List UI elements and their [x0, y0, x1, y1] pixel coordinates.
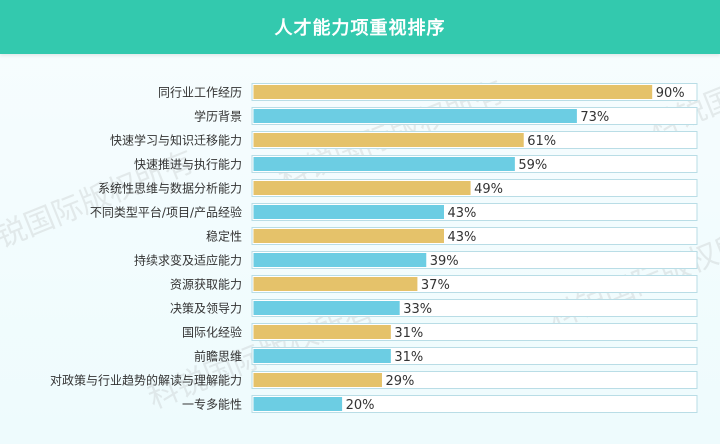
- bar-track: [251, 395, 698, 413]
- value-label: 39%: [430, 254, 459, 269]
- value-label: 20%: [346, 398, 375, 413]
- category-label: 决策及领导力: [170, 302, 242, 316]
- bar: [253, 157, 515, 171]
- bar: [253, 181, 471, 195]
- bar: [253, 253, 427, 267]
- bar: [253, 325, 391, 339]
- value-label: 31%: [394, 350, 423, 365]
- value-label: 31%: [394, 326, 423, 341]
- value-label: 37%: [421, 278, 450, 293]
- bar: [253, 133, 524, 147]
- value-label: 59%: [518, 158, 547, 173]
- chart-title: 人才能力项重视排序: [274, 18, 446, 39]
- bar: [253, 277, 418, 291]
- category-label: 快速推进与执行能力: [134, 158, 242, 172]
- chart-header: 人才能力项重视排序: [0, 0, 720, 54]
- value-label: 43%: [447, 206, 476, 221]
- bar: [253, 349, 391, 363]
- category-label: 系统性思维与数据分析能力: [98, 181, 242, 196]
- value-label: 29%: [385, 374, 414, 389]
- category-label: 资源获取能力: [170, 278, 242, 292]
- category-label: 快速学习与知识迁移能力: [110, 133, 242, 148]
- value-label: 33%: [403, 302, 432, 317]
- category-label: 同行业工作经历: [158, 86, 242, 100]
- value-label: 73%: [580, 110, 609, 125]
- category-label: 不同类型平台/项目/产品经验: [90, 205, 242, 220]
- category-label: 国际化经验: [182, 325, 242, 340]
- category-label: 学历背景: [194, 109, 242, 124]
- bar: [253, 109, 577, 123]
- category-label: 持续求变及适应能力: [134, 253, 242, 268]
- category-label: 对政策与行业趋势的解读与理解能力: [50, 373, 242, 388]
- value-label: 43%: [447, 230, 476, 245]
- bar: [253, 373, 382, 387]
- bar: [253, 229, 444, 243]
- category-label: 前瞻思维: [194, 349, 242, 364]
- category-label: 一专多能性: [182, 397, 242, 412]
- value-label: 90%: [656, 86, 685, 101]
- bar: [253, 397, 343, 411]
- value-label: 61%: [527, 134, 556, 149]
- category-label: 稳定性: [206, 229, 242, 244]
- value-label: 49%: [474, 182, 503, 197]
- bar: [253, 301, 400, 315]
- bar: [253, 85, 653, 99]
- bar: [253, 205, 444, 219]
